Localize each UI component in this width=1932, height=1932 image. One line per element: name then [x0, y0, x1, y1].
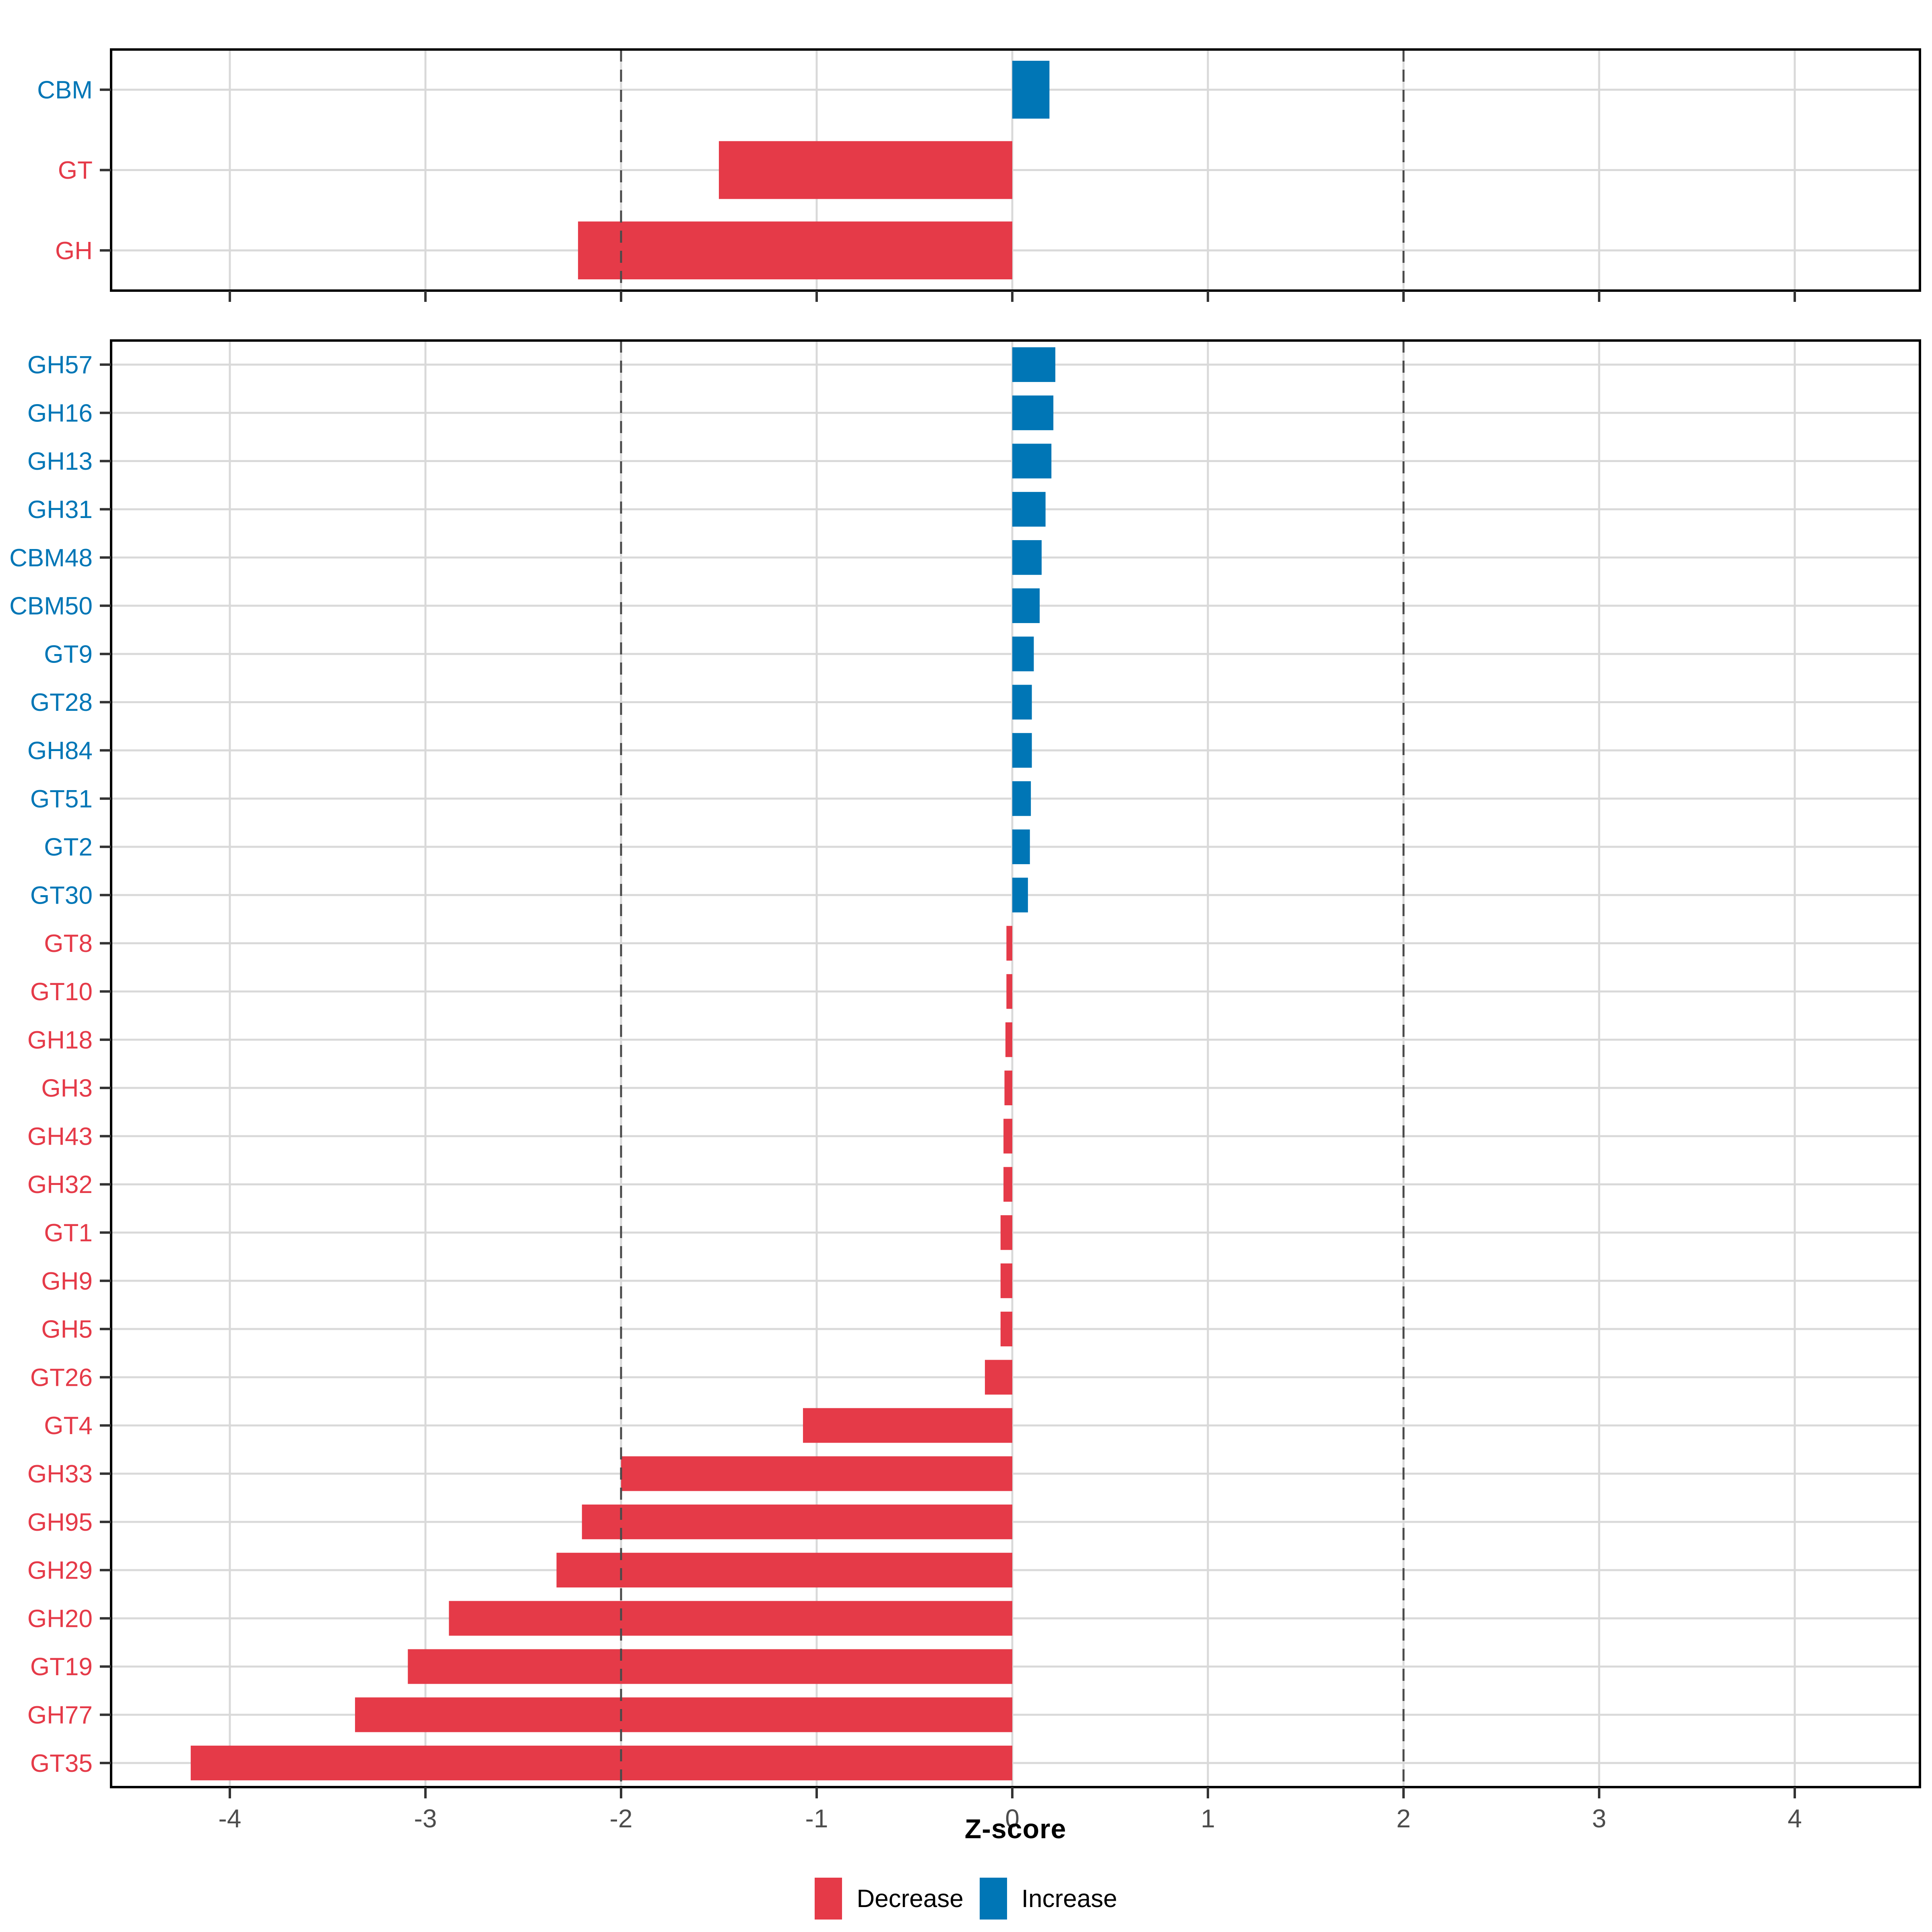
legend-swatch-decrease [815, 1878, 842, 1920]
x-tick-label: 0 [1005, 1804, 1020, 1833]
y-label-gt19: GT19 [30, 1653, 93, 1681]
y-label-gh13: GH13 [27, 448, 93, 475]
bar-gt2 [1012, 829, 1030, 865]
bar-cbm48 [1012, 540, 1042, 575]
bar-gh18 [1005, 1022, 1012, 1057]
panel-border [110, 339, 1921, 1788]
y-label-gh18: GH18 [27, 1026, 93, 1054]
bar-cbm [1012, 60, 1050, 119]
y-label-gh9: GH9 [41, 1267, 93, 1295]
bar-gh3 [1004, 1070, 1012, 1106]
bar-gh57 [1012, 347, 1055, 382]
bar-gt [719, 141, 1012, 199]
bar-gh95 [582, 1504, 1012, 1540]
y-label-gh84: GH84 [27, 737, 93, 765]
y-label-gt51: GT51 [30, 785, 93, 813]
legend-item-decrease: Decrease [815, 1878, 964, 1920]
bar-gt35 [190, 1745, 1012, 1781]
y-label-gt: GT [58, 157, 93, 184]
bar-gt9 [1012, 636, 1034, 671]
legend-item-increase: Increase [979, 1878, 1117, 1920]
legend-swatch-increase [979, 1878, 1007, 1920]
x-tick-label: -1 [805, 1804, 828, 1833]
bar-gh43 [1003, 1119, 1012, 1154]
bar-gh32 [1003, 1167, 1012, 1202]
x-tick-label: -2 [610, 1804, 633, 1833]
y-label-cbm: CBM [37, 76, 93, 104]
bar-gh9 [1000, 1263, 1012, 1298]
y-label-gt35: GT35 [30, 1750, 93, 1777]
y-label-gh95: GH95 [27, 1509, 93, 1536]
bar-gh84 [1012, 733, 1032, 768]
y-label-gh43: GH43 [27, 1123, 93, 1150]
y-label-gt26: GT26 [30, 1364, 93, 1391]
bar-gh33 [621, 1456, 1012, 1491]
bar-gh13 [1012, 444, 1052, 479]
y-label-gt30: GT30 [30, 881, 93, 909]
bar-gh31 [1012, 492, 1046, 527]
x-tick-label: 2 [1396, 1804, 1411, 1833]
y-label-gh32: GH32 [27, 1171, 93, 1199]
x-tick-label: 3 [1592, 1804, 1606, 1833]
bar-gh [578, 221, 1012, 280]
y-label-gt28: GT28 [30, 689, 93, 716]
x-tick-label: -4 [219, 1804, 242, 1833]
bar-gh20 [449, 1601, 1012, 1636]
y-label-gh29: GH29 [27, 1557, 93, 1585]
bar-gt8 [1006, 926, 1012, 961]
y-label-gh33: GH33 [27, 1460, 93, 1488]
legend: Decrease Increase [0, 1878, 1932, 1920]
y-label-gh: GH [55, 237, 93, 265]
bar-gh29 [556, 1552, 1012, 1588]
legend-label-increase: Increase [1021, 1885, 1117, 1913]
legend-label-decrease: Decrease [857, 1885, 964, 1913]
y-label-gt8: GT8 [44, 930, 93, 958]
y-label-gt2: GT2 [44, 834, 93, 861]
bar-gt10 [1006, 974, 1012, 1009]
y-label-gt10: GT10 [30, 978, 93, 1006]
y-label-gt9: GT9 [44, 640, 93, 668]
y-label-gt1: GT1 [44, 1219, 93, 1247]
x-tick-label: -3 [414, 1804, 437, 1833]
y-label-gt4: GT4 [44, 1412, 93, 1440]
y-label-gh31: GH31 [27, 496, 93, 524]
x-tick-label: 4 [1788, 1804, 1802, 1833]
y-label-cbm50: CBM50 [9, 592, 93, 620]
y-label-cbm48: CBM48 [9, 544, 93, 572]
y-label-gh57: GH57 [27, 351, 93, 379]
y-label-gh3: GH3 [41, 1075, 93, 1102]
x-tick-label: 1 [1201, 1804, 1215, 1833]
bar-gh77 [355, 1697, 1012, 1732]
bar-gt19 [408, 1649, 1012, 1684]
bar-gh5 [1000, 1311, 1012, 1347]
bar-gt51 [1012, 781, 1031, 816]
y-label-gh20: GH20 [27, 1605, 93, 1633]
y-label-gh77: GH77 [27, 1701, 93, 1729]
bar-gt26 [985, 1360, 1012, 1395]
y-label-gh16: GH16 [27, 399, 93, 427]
bar-gt28 [1012, 685, 1032, 720]
x-axis-title: Z-score [964, 1814, 1067, 1844]
bar-gt1 [1000, 1215, 1012, 1250]
bar-cbm50 [1012, 588, 1040, 623]
bar-gh16 [1012, 395, 1054, 430]
bar-gt30 [1012, 877, 1028, 912]
y-label-gh5: GH5 [41, 1316, 93, 1344]
bar-gt4 [803, 1408, 1012, 1443]
